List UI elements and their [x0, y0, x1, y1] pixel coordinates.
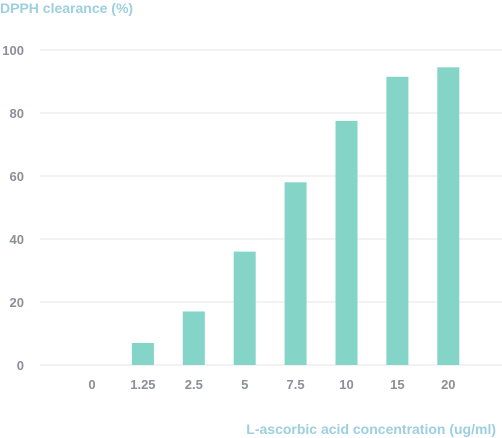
x-axis-title: L-ascorbic acid concentration (ug/ml) — [246, 421, 496, 437]
x-tick-label: 5 — [241, 377, 248, 392]
gridlines — [40, 49, 502, 366]
bar-1.25 — [131, 342, 154, 365]
x-tick-label: 10 — [339, 377, 353, 392]
y-tick-label: 100 — [2, 43, 24, 58]
bars — [131, 67, 460, 366]
x-tick-label: 20 — [441, 377, 455, 392]
bar-15 — [386, 76, 409, 366]
y-tick-labels: 0 20 40 60 80 100 — [2, 43, 24, 373]
x-tick-label: 1.25 — [130, 377, 155, 392]
bar-5 — [233, 251, 256, 365]
y-tick-label: 80 — [10, 106, 24, 121]
x-tick-label: 7.5 — [287, 377, 305, 392]
bar-10 — [335, 120, 358, 365]
bar-2.5 — [182, 311, 205, 365]
y-tick-label: 40 — [10, 232, 24, 247]
y-axis-title: DPPH clearance (%) — [0, 0, 133, 16]
x-tick-label: 15 — [390, 377, 404, 392]
y-tick-label: 20 — [10, 295, 24, 310]
bar-7.5 — [284, 182, 307, 365]
x-tick-labels: 0 1.25 2.5 5 7.5 10 15 20 — [88, 377, 455, 392]
y-tick-label: 0 — [17, 358, 24, 373]
y-tick-label: 60 — [10, 169, 24, 184]
x-tick-label: 0 — [88, 377, 95, 392]
bar-20 — [437, 67, 460, 365]
x-tick-label: 2.5 — [185, 377, 203, 392]
